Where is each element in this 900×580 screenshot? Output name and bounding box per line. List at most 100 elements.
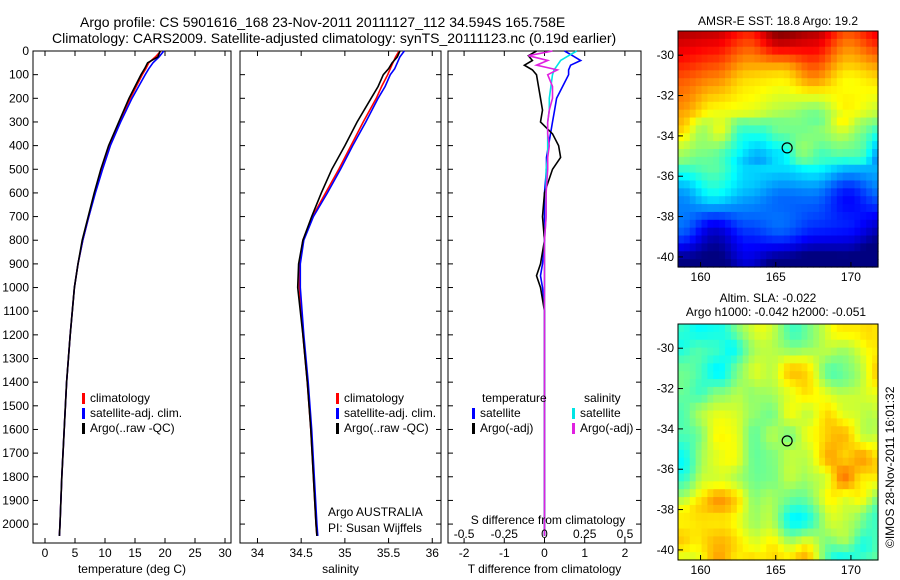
map-cell xyxy=(719,324,726,333)
map-cell xyxy=(772,227,779,237)
map-cell xyxy=(789,70,797,79)
map-cell xyxy=(766,504,773,514)
map-cell xyxy=(795,512,803,522)
map-cell xyxy=(719,259,726,268)
map-cell xyxy=(689,379,697,388)
map-cell xyxy=(683,457,691,467)
map-cell xyxy=(678,38,685,48)
map-cell xyxy=(842,426,850,435)
map-cell xyxy=(754,156,761,166)
map-cell xyxy=(695,38,703,48)
map-cell xyxy=(836,371,844,380)
map-cell xyxy=(807,109,814,119)
map-cell xyxy=(689,46,697,56)
map-cell xyxy=(730,259,738,268)
map-cell xyxy=(713,371,720,380)
map-cell xyxy=(848,331,856,341)
map-cell xyxy=(725,497,732,506)
map-cell xyxy=(795,473,803,482)
map-cell xyxy=(836,101,844,111)
map-cell xyxy=(707,473,714,482)
map-cell xyxy=(689,188,697,197)
map-cell xyxy=(783,481,791,490)
map-cell xyxy=(836,536,844,545)
map-cell xyxy=(713,520,720,530)
map-cell xyxy=(789,473,797,482)
map-cell xyxy=(813,251,820,260)
map-cell xyxy=(801,457,809,467)
map-cell xyxy=(754,180,761,189)
map-cell xyxy=(736,211,744,221)
map-cell xyxy=(772,109,779,119)
map-cell xyxy=(778,552,785,561)
map-cell xyxy=(754,219,761,229)
map-cell xyxy=(807,481,814,490)
map-cell xyxy=(789,457,797,467)
map-cell xyxy=(789,101,797,111)
map-cell xyxy=(695,324,703,333)
map-cell xyxy=(772,544,779,553)
map-cell xyxy=(848,520,856,530)
map-cell xyxy=(748,101,756,111)
map-cell xyxy=(807,324,814,333)
map-cell xyxy=(683,38,691,48)
map-cell xyxy=(678,219,685,229)
map-cell xyxy=(725,449,732,459)
map-cell xyxy=(766,109,773,119)
map-cell xyxy=(766,410,773,419)
map-cell xyxy=(807,394,814,404)
map-cell xyxy=(795,141,803,150)
map-cell xyxy=(813,434,820,443)
map-cell xyxy=(725,164,732,174)
map-cell xyxy=(807,46,814,56)
map-cell xyxy=(678,180,685,189)
map-cell xyxy=(789,117,797,126)
map-cell xyxy=(866,489,873,498)
map-cell xyxy=(730,331,738,341)
map-cell xyxy=(678,528,685,537)
map-cell xyxy=(848,31,856,40)
map-cell xyxy=(854,62,861,71)
map-cell xyxy=(789,156,797,166)
map-cell xyxy=(789,520,797,530)
x-tick-label: 165 xyxy=(766,270,786,284)
map-cell xyxy=(707,188,714,197)
map-cell xyxy=(713,149,720,158)
map-cell xyxy=(766,449,773,459)
map-cell xyxy=(795,489,803,498)
map-cell xyxy=(725,410,732,419)
map-cell xyxy=(848,355,856,364)
map-cell xyxy=(801,109,809,119)
map-cell xyxy=(730,219,738,229)
map-cell xyxy=(707,141,714,150)
map-cell xyxy=(695,70,703,79)
map-cell xyxy=(854,204,861,213)
map-cell xyxy=(866,109,873,119)
map-cell xyxy=(736,227,744,237)
map-cell xyxy=(701,172,709,182)
map-cell xyxy=(795,101,803,111)
map-cell xyxy=(713,339,720,349)
map-cell xyxy=(848,117,856,126)
map-cell xyxy=(836,394,844,404)
map-cell xyxy=(866,149,873,158)
map-cell xyxy=(766,552,773,561)
map-cell xyxy=(789,331,797,341)
map-cell xyxy=(866,442,873,451)
map-cell xyxy=(689,78,697,87)
map-cell xyxy=(678,93,685,103)
map-cell xyxy=(848,101,856,111)
map-cell xyxy=(707,164,714,174)
map-cell xyxy=(854,481,861,490)
map-cell xyxy=(789,386,797,396)
map-cell xyxy=(683,410,691,419)
map-cell xyxy=(860,164,867,174)
map-cell xyxy=(742,211,750,221)
map-cell xyxy=(725,528,732,537)
y-tick-label: 1600 xyxy=(2,422,29,436)
map-cell xyxy=(760,536,767,545)
map-cell xyxy=(766,251,773,260)
map-cell xyxy=(789,219,797,229)
x-tick-label: 170 xyxy=(841,270,861,284)
map-cell xyxy=(860,141,867,150)
